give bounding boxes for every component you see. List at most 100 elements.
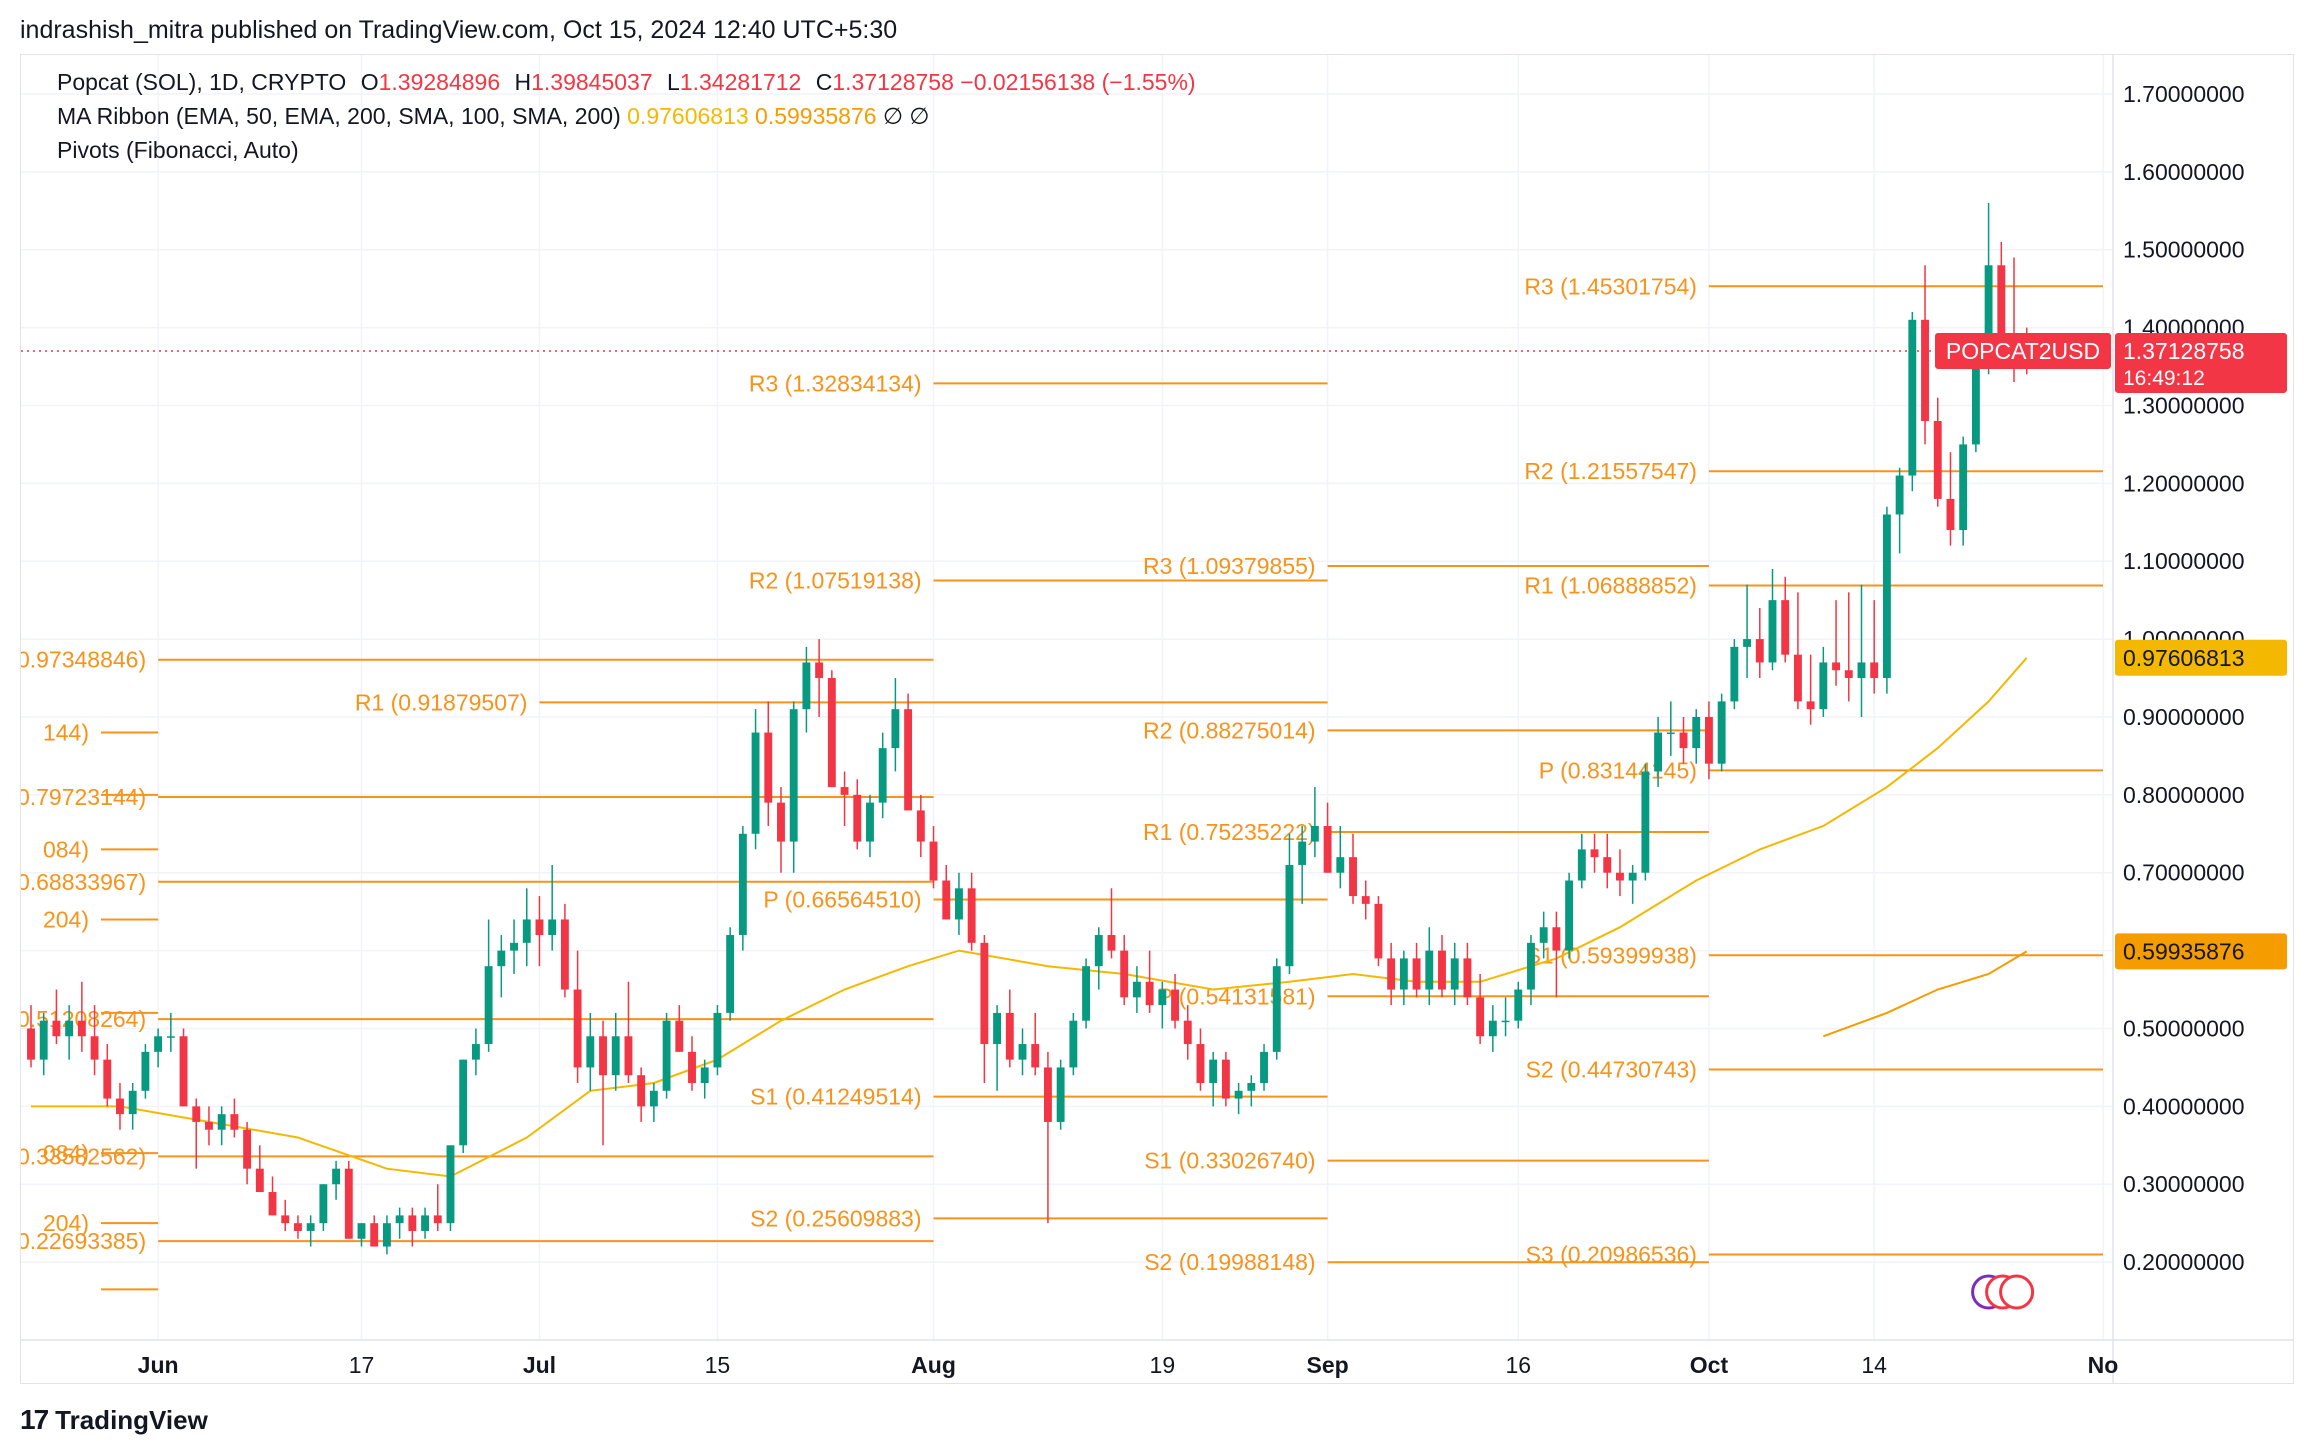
candle-body[interactable]: [1755, 639, 1764, 663]
candle-body[interactable]: [1387, 958, 1396, 990]
candle-body[interactable]: [802, 662, 811, 710]
candle-body[interactable]: [1005, 1012, 1014, 1060]
candle-body[interactable]: [128, 1090, 137, 1115]
candle-body[interactable]: [205, 1121, 213, 1130]
candle-body[interactable]: [497, 950, 506, 967]
candle-body[interactable]: [382, 1223, 391, 1247]
candle-body[interactable]: [1997, 265, 2006, 336]
candle-body[interactable]: [1959, 444, 1968, 531]
candle-body[interactable]: [1094, 935, 1103, 967]
candle-body[interactable]: [548, 919, 557, 936]
candle-body[interactable]: [980, 942, 989, 1045]
candle-body[interactable]: [1488, 1020, 1497, 1037]
candle-body[interactable]: [777, 802, 785, 842]
candle-body[interactable]: [1717, 701, 1726, 764]
candle-body[interactable]: [357, 1223, 366, 1239]
candle-body[interactable]: [230, 1114, 239, 1130]
candle-body[interactable]: [52, 1020, 61, 1037]
candle-body[interactable]: [281, 1215, 290, 1224]
pivots-title[interactable]: Pivots (Fibonacci, Auto): [57, 137, 299, 163]
candle-body[interactable]: [1425, 950, 1434, 990]
candle-body[interactable]: [27, 1028, 35, 1060]
candle-body[interactable]: [637, 1075, 646, 1107]
candle-body[interactable]: [1412, 958, 1421, 990]
candle-body[interactable]: [268, 1192, 277, 1216]
candle-body[interactable]: [179, 1036, 188, 1107]
candle-body[interactable]: [1120, 950, 1129, 998]
candle-body[interactable]: [599, 1036, 607, 1076]
candle-body[interactable]: [1349, 857, 1357, 897]
candle-body[interactable]: [1590, 849, 1599, 858]
candle-body[interactable]: [116, 1098, 124, 1115]
candle-body[interactable]: [1018, 1044, 1027, 1060]
candle-body[interactable]: [764, 732, 773, 803]
candle-body[interactable]: [700, 1067, 709, 1083]
candle-body[interactable]: [319, 1184, 328, 1224]
candle-body[interactable]: [1666, 732, 1675, 735]
candle-body[interactable]: [1768, 600, 1777, 663]
candle-body[interactable]: [1196, 1044, 1205, 1083]
candle-body[interactable]: [522, 919, 531, 943]
candle-body[interactable]: [1895, 475, 1904, 515]
candle-body[interactable]: [726, 935, 735, 1013]
candle-body[interactable]: [942, 880, 951, 920]
candle-body[interactable]: [827, 678, 836, 788]
candle-body[interactable]: [65, 1020, 74, 1037]
candle-body[interactable]: [688, 1051, 696, 1083]
candle-body[interactable]: [484, 966, 493, 1045]
candle-body[interactable]: [1704, 716, 1713, 764]
candle-body[interactable]: [866, 802, 874, 842]
candle-body[interactable]: [1984, 265, 1993, 359]
candle-body[interactable]: [294, 1223, 302, 1231]
candle-body[interactable]: [77, 1020, 86, 1037]
candle-body[interactable]: [1361, 896, 1370, 904]
candle-body[interactable]: [1272, 966, 1281, 1052]
candle-body[interactable]: [1336, 857, 1345, 873]
candle-body[interactable]: [1043, 1067, 1052, 1122]
candle-body[interactable]: [1260, 1051, 1268, 1083]
candle-body[interactable]: [1476, 997, 1485, 1037]
candle-body[interactable]: [471, 1044, 480, 1060]
candle-body[interactable]: [1463, 958, 1472, 998]
candle-body[interactable]: [154, 1036, 163, 1052]
candle-body[interactable]: [840, 787, 849, 795]
candle-body[interactable]: [1234, 1090, 1243, 1099]
candle-body[interactable]: [891, 709, 900, 749]
candle-body[interactable]: [1183, 1020, 1192, 1045]
candle-body[interactable]: [1882, 514, 1891, 679]
candle-body[interactable]: [1679, 732, 1688, 749]
candle-body[interactable]: [1870, 662, 1879, 679]
candle-body[interactable]: [1654, 732, 1663, 772]
candle-body[interactable]: [217, 1114, 226, 1130]
candle-body[interactable]: [993, 1012, 1002, 1045]
candle-body[interactable]: [1031, 1044, 1040, 1068]
candle-body[interactable]: [1527, 942, 1535, 990]
symbol-name[interactable]: Popcat (SOL), 1D, CRYPTO: [57, 69, 347, 95]
candle-body[interactable]: [166, 1036, 175, 1038]
candle-body[interactable]: [904, 709, 913, 811]
candle-body[interactable]: [1082, 966, 1091, 1021]
candle-body[interactable]: [1819, 662, 1828, 710]
candle-body[interactable]: [332, 1168, 341, 1185]
candle-body[interactable]: [662, 1020, 671, 1091]
candle-body[interactable]: [1552, 927, 1561, 951]
candle-body[interactable]: [1514, 989, 1523, 1021]
candle-body[interactable]: [1107, 935, 1116, 951]
candle-body[interactable]: [306, 1223, 315, 1231]
candle-body[interactable]: [1132, 981, 1141, 998]
candle-body[interactable]: [1209, 1059, 1218, 1083]
candle-body[interactable]: [1908, 319, 1917, 476]
candle-body[interactable]: [815, 662, 824, 679]
candle-body[interactable]: [1692, 716, 1701, 749]
ma-ribbon-title[interactable]: MA Ribbon (EMA, 50, EMA, 200, SMA, 100, …: [57, 103, 621, 129]
candle-body[interactable]: [573, 989, 582, 1068]
candle-body[interactable]: [1832, 662, 1840, 671]
candle-body[interactable]: [1158, 989, 1167, 1006]
candle-body[interactable]: [560, 919, 569, 990]
candle-body[interactable]: [1450, 958, 1459, 990]
candle-body[interactable]: [39, 1020, 48, 1060]
candle-body[interactable]: [1743, 639, 1752, 647]
candle-body[interactable]: [1310, 826, 1319, 842]
candle-body[interactable]: [344, 1168, 353, 1239]
candle-body[interactable]: [90, 1036, 99, 1060]
